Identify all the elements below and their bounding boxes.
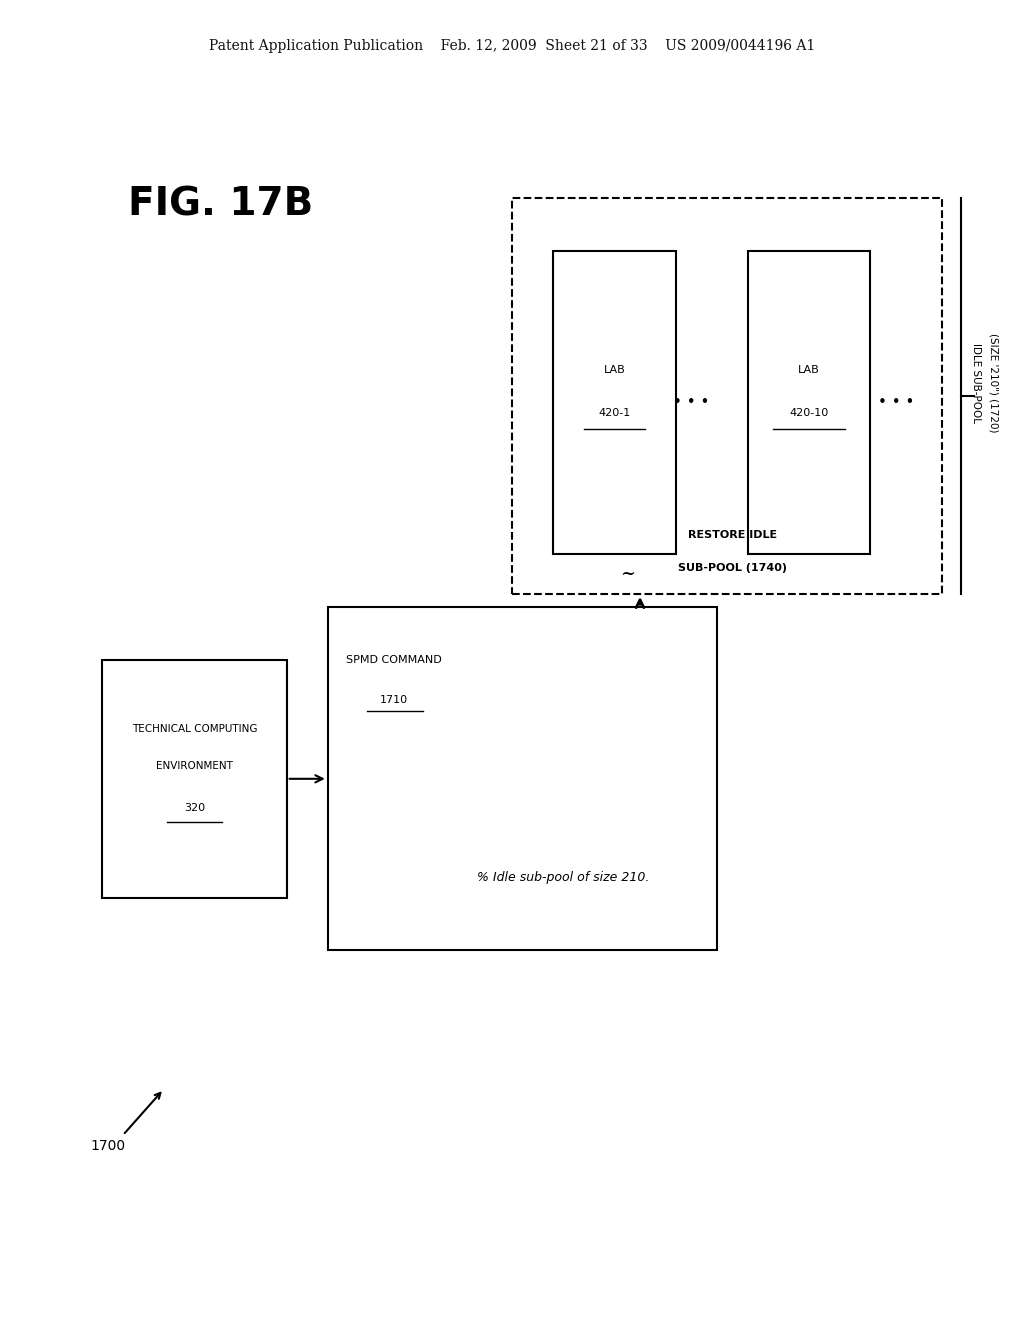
Text: TECHNICAL COMPUTING: TECHNICAL COMPUTING <box>132 723 257 734</box>
Text: 420-10: 420-10 <box>790 408 828 418</box>
Text: SPMD COMMAND: SPMD COMMAND <box>346 655 442 665</box>
Text: ~: ~ <box>621 565 635 583</box>
Text: LAB: LAB <box>798 364 820 375</box>
Text: % Idle sub-pool of size 210.: % Idle sub-pool of size 210. <box>477 871 649 884</box>
Text: Patent Application Publication    Feb. 12, 2009  Sheet 21 of 33    US 2009/00441: Patent Application Publication Feb. 12, … <box>209 40 815 53</box>
Text: LAB: LAB <box>603 364 626 375</box>
Text: • • •: • • • <box>878 395 914 411</box>
FancyBboxPatch shape <box>328 607 717 950</box>
Text: 420-1: 420-1 <box>598 408 631 418</box>
Text: RESTORE IDLE: RESTORE IDLE <box>687 529 777 540</box>
Text: (SIZE '210") (1720): (SIZE '210") (1720) <box>988 333 998 433</box>
FancyBboxPatch shape <box>553 251 676 554</box>
Text: 1710: 1710 <box>380 694 409 705</box>
Text: FIG. 17B: FIG. 17B <box>128 186 312 223</box>
Text: ENVIRONMENT: ENVIRONMENT <box>156 760 233 771</box>
Text: 1700: 1700 <box>90 1139 125 1152</box>
FancyBboxPatch shape <box>102 660 287 898</box>
Text: SUB-POOL (1740): SUB-POOL (1740) <box>678 562 786 573</box>
FancyBboxPatch shape <box>512 198 942 594</box>
FancyBboxPatch shape <box>748 251 870 554</box>
Text: IDLE SUB-POOL: IDLE SUB-POOL <box>971 343 981 422</box>
Text: 320: 320 <box>184 803 205 813</box>
Text: • • •: • • • <box>673 395 710 411</box>
